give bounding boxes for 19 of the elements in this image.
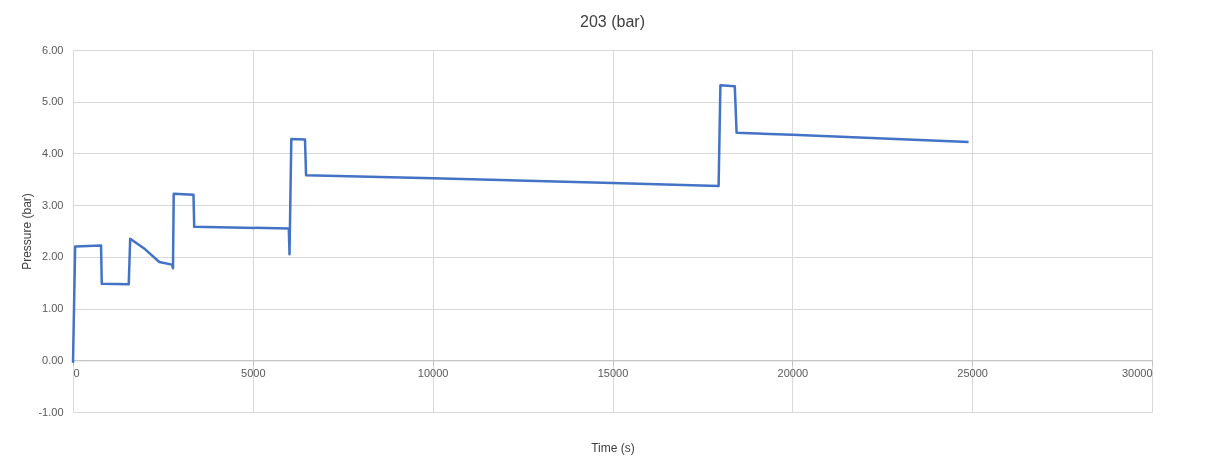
y-tick-label: 2.00	[42, 250, 64, 263]
x-tick-label: 5000	[241, 366, 266, 379]
y-tick-label: 1.00	[42, 302, 64, 315]
x-tick-label: 10000	[417, 366, 449, 379]
y-tick-label: -1.00	[38, 405, 64, 418]
x-tick-label: 0	[73, 366, 80, 379]
y-tick-label: 3.00	[42, 198, 64, 211]
line-series	[71, 83, 970, 365]
chart-title: 203 (bar)	[580, 13, 645, 30]
x-tick-label: 30000	[1121, 366, 1153, 379]
x-tick-label: 25000	[957, 366, 988, 379]
x-tick-label: 20000	[777, 366, 809, 379]
y-tick-label: 0.00	[42, 353, 64, 366]
y-tick-label: 5.00	[42, 95, 64, 108]
y-tick-label: 6.00	[42, 43, 64, 56]
y-axis-title: Pressure (bar)	[20, 193, 35, 270]
y-tick-label: 4.00	[42, 146, 64, 159]
x-tick-label: 15000	[597, 366, 629, 379]
x-axis-title: Time (s)	[591, 440, 635, 455]
